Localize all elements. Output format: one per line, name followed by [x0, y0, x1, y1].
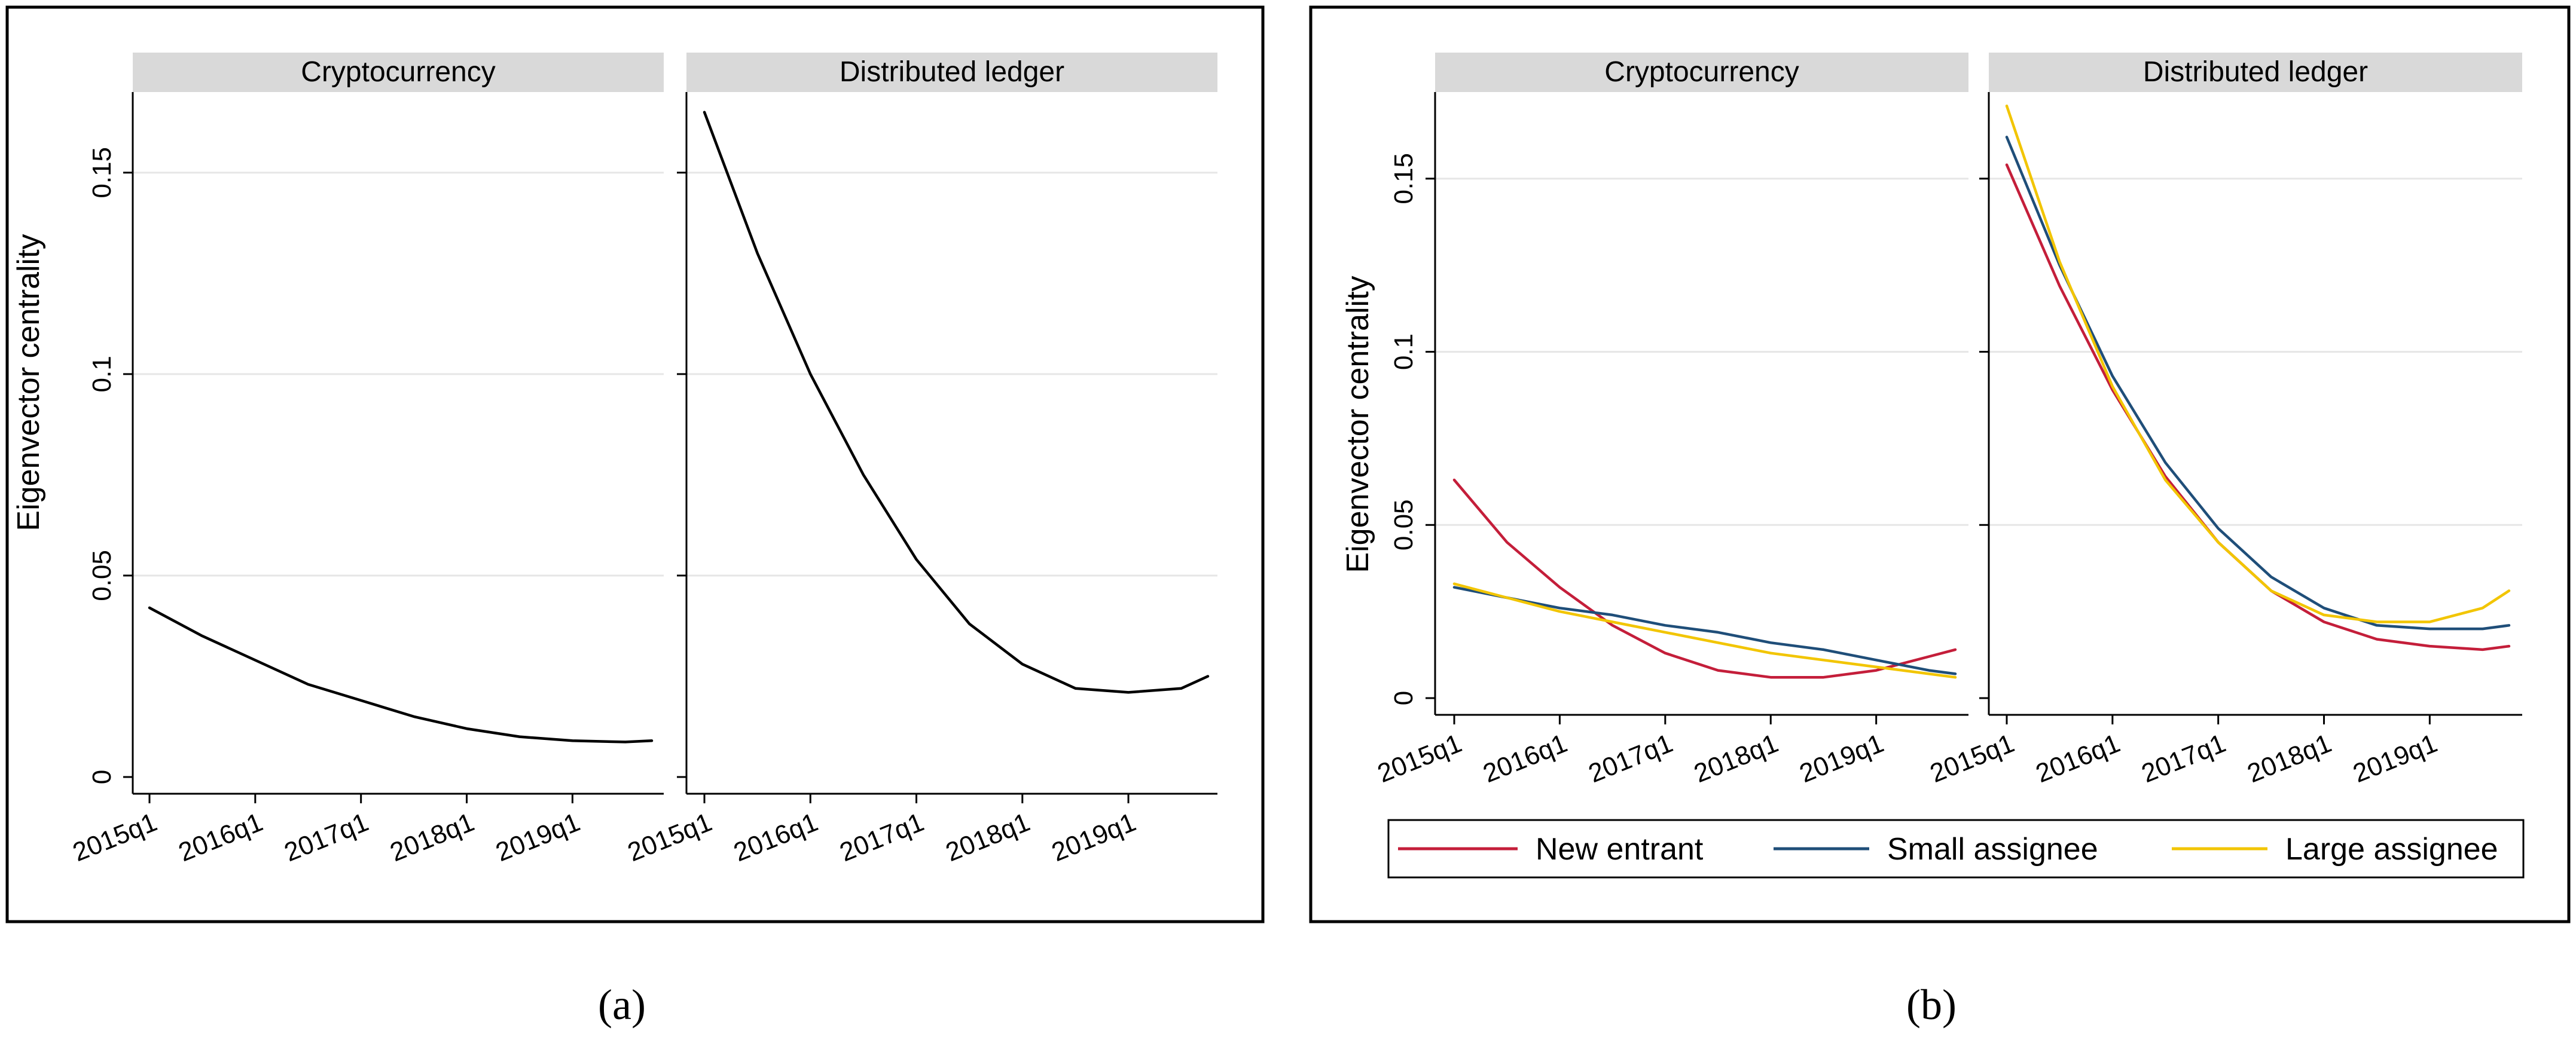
panel-b-facet-cryptocurrency-title: Cryptocurrency: [1604, 56, 1799, 88]
panel-b-cryptocurrency-series-large-assignee: [1452, 582, 1957, 679]
panel-b-cryptocurrency-series-small-assignee: [1452, 586, 1957, 675]
panel-b-y-tick-labels: 0 0.05 0.1 0.15: [1389, 153, 1418, 705]
panel-b-ylabel: Eigenvector centrality: [1341, 276, 1375, 573]
panel-b-facet-distributed-ledger-title: Distributed ledger: [2143, 56, 2368, 88]
panel-b-y-tick-label: 0: [1389, 691, 1418, 705]
panel-b-frame: [1309, 5, 2571, 923]
panel-a-frame: [5, 5, 1265, 923]
panel-b: Eigenvector centrality 0 0.05 0.1 0.15 Cryp…: [1309, 5, 2571, 1029]
panel-b-facet-distributed-ledger-strip: [1989, 53, 2522, 92]
panel-a-ylabel: Eigenvector centrality: [11, 234, 46, 531]
panel-b-y-tick-label: 0.05: [1389, 499, 1418, 550]
legend: New entrant Small assignee Large assigne…: [1387, 819, 2525, 879]
panel-b-y-tick-label: 0.1: [1389, 334, 1418, 370]
panel-a-facet-distributed-ledger-title: Distributed ledger: [840, 56, 1064, 88]
panel-a: Eigenvector centrality 0 0.05 0.1 0.15 Cryp…: [5, 5, 1265, 1029]
panel-a-facet-distributed-ledger-strip: [686, 53, 1217, 92]
panel-b-distributed-ledger-series-small-assignee: [2005, 136, 2511, 631]
panel-b-facet-cryptocurrency-strip: [1435, 53, 1968, 92]
panel-a-caption: (a): [598, 981, 646, 1029]
panel-a-facet-cryptocurrency-title: Cryptocurrency: [301, 56, 495, 88]
panel-a-y-tick-label: 0.15: [87, 147, 117, 198]
legend-box: [1387, 819, 2525, 879]
panel-b-distributed-ledger-series-large-assignee: [2005, 104, 2511, 623]
panel-a-distributed-ledger-series-all: [703, 111, 1210, 694]
legend-label-large-assignee: Large assignee: [2285, 832, 2498, 867]
panel-b-cryptocurrency-series-new-entrant: [1452, 478, 1957, 679]
legend-label-small-assignee: Small assignee: [1887, 832, 2098, 867]
panel-a-y-tick-label: 0: [87, 770, 117, 784]
panel-a-cryptocurrency-series-all: [148, 606, 654, 744]
panel-b-caption: (b): [1906, 981, 1957, 1029]
panel-a-y-tick-label: 0.05: [87, 550, 117, 601]
panel-b-y-tick-label: 0.15: [1389, 153, 1418, 204]
panel-a-facet-cryptocurrency-strip: [133, 53, 664, 92]
legend-label-new-entrant: New entrant: [1536, 832, 1704, 867]
panel-a-y-tick-labels: 0 0.05 0.1 0.15: [87, 147, 117, 784]
panel-a-y-tick-label: 0.1: [87, 356, 117, 392]
